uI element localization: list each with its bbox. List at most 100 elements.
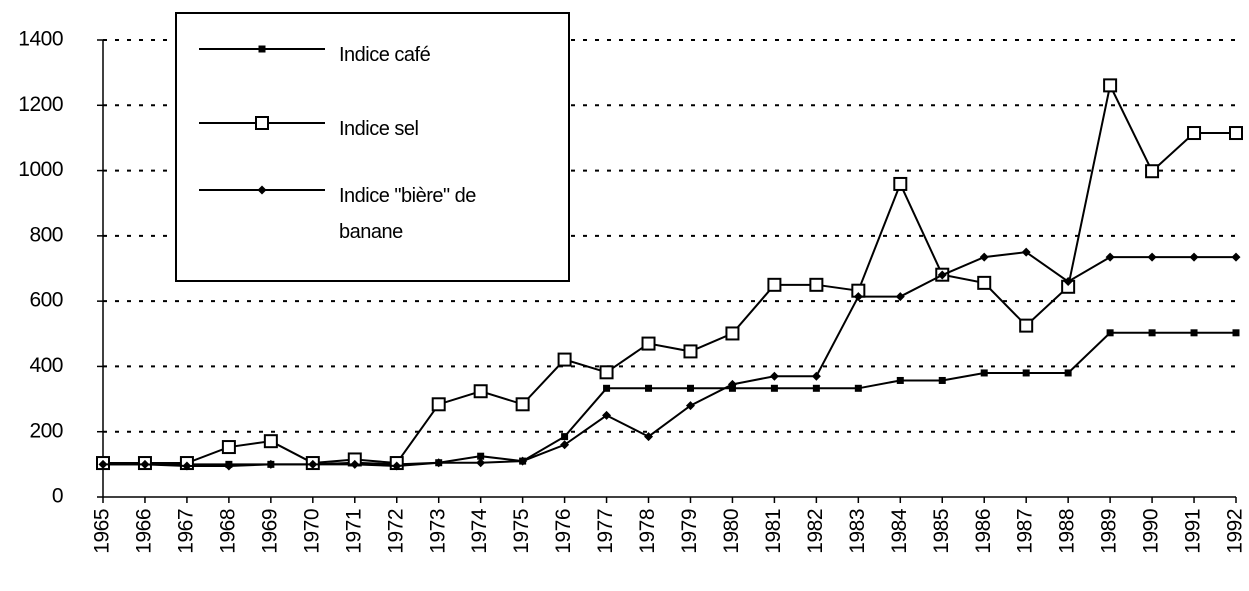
marker xyxy=(641,336,656,351)
series-line xyxy=(103,82,1236,465)
x-tick-label: 1980 xyxy=(720,509,743,554)
marker xyxy=(557,352,572,367)
marker xyxy=(937,270,947,280)
marker xyxy=(560,440,570,450)
marker xyxy=(725,326,740,341)
marker xyxy=(434,458,444,468)
marker xyxy=(1187,126,1202,141)
marker xyxy=(1148,329,1156,337)
marker xyxy=(1103,78,1118,93)
marker xyxy=(767,277,782,292)
marker xyxy=(1145,164,1160,179)
x-tick-label: 1975 xyxy=(510,509,533,554)
x-tick-label: 1966 xyxy=(133,509,156,554)
marker xyxy=(98,459,108,469)
x-tick-label: 1979 xyxy=(678,509,701,554)
x-tick-label: 1972 xyxy=(384,509,407,554)
x-tick-label: 1970 xyxy=(300,509,323,554)
y-tick-label: 1400 xyxy=(18,28,63,51)
x-tick-label: 1965 xyxy=(91,509,114,554)
x-tick-label: 1976 xyxy=(552,509,575,554)
marker xyxy=(727,379,737,389)
marker xyxy=(308,459,318,469)
y-tick-label: 600 xyxy=(29,289,63,312)
x-tick-label: 1977 xyxy=(594,509,617,554)
x-tick-label: 1986 xyxy=(972,509,995,554)
x-tick-label: 1990 xyxy=(1140,509,1163,554)
marker xyxy=(1190,329,1198,337)
marker xyxy=(854,384,862,392)
legend-swatch xyxy=(199,116,325,130)
marker xyxy=(1189,252,1199,262)
y-tick-label: 1200 xyxy=(18,93,63,116)
marker xyxy=(938,376,946,384)
x-tick-label: 1985 xyxy=(930,509,953,554)
marker xyxy=(644,432,654,442)
marker xyxy=(266,459,276,469)
marker xyxy=(518,456,528,466)
x-tick-label: 1973 xyxy=(426,509,449,554)
x-tick-label: 1971 xyxy=(342,509,365,554)
x-tick-label: 1989 xyxy=(1098,509,1121,554)
marker xyxy=(1147,252,1157,262)
marker xyxy=(980,369,988,377)
legend-label: Indice "bière" de banane xyxy=(339,185,476,243)
marker xyxy=(1229,126,1243,141)
marker xyxy=(979,252,989,262)
marker xyxy=(1232,329,1240,337)
marker xyxy=(602,410,612,420)
marker xyxy=(603,384,611,392)
marker xyxy=(1019,318,1034,333)
x-tick-label: 1969 xyxy=(258,509,281,554)
y-tick-label: 400 xyxy=(29,354,63,377)
marker xyxy=(257,185,267,195)
marker xyxy=(770,384,778,392)
marker xyxy=(221,440,236,455)
marker xyxy=(769,371,779,381)
x-tick-label: 1968 xyxy=(216,509,239,554)
marker xyxy=(476,458,486,468)
marker xyxy=(1106,329,1114,337)
legend-label: Indice sel xyxy=(339,118,419,140)
y-tick-label: 800 xyxy=(29,223,63,246)
marker xyxy=(1022,369,1030,377)
x-tick-label: 1988 xyxy=(1056,509,1079,554)
marker xyxy=(853,292,863,302)
x-tick-label: 1987 xyxy=(1014,509,1037,554)
x-tick-label: 1974 xyxy=(468,508,491,554)
marker xyxy=(263,434,278,449)
marker xyxy=(473,384,488,399)
x-tick-label: 1967 xyxy=(174,509,197,554)
marker xyxy=(812,384,820,392)
marker xyxy=(686,384,694,392)
x-tick-label: 1981 xyxy=(762,509,785,554)
marker xyxy=(685,401,695,411)
marker xyxy=(1231,252,1241,262)
x-tick-label: 1978 xyxy=(636,509,659,554)
x-tick-label: 1991 xyxy=(1182,509,1205,554)
marker xyxy=(895,292,905,302)
marker xyxy=(431,397,446,412)
marker xyxy=(224,461,234,471)
marker xyxy=(182,461,192,471)
marker xyxy=(392,461,402,471)
legend-label: Indice café xyxy=(339,44,431,66)
marker xyxy=(515,397,530,412)
marker xyxy=(477,452,485,460)
legend: Indice café Indice sel Indice "bière" de b… xyxy=(175,12,570,282)
marker xyxy=(1063,277,1073,287)
marker xyxy=(977,275,992,290)
legend-swatch xyxy=(199,45,325,53)
x-tick-label: 1992 xyxy=(1224,509,1247,554)
legend-swatch xyxy=(199,185,325,195)
marker xyxy=(896,376,904,384)
x-tick-label: 1983 xyxy=(846,509,869,554)
marker xyxy=(809,277,824,292)
marker xyxy=(258,45,266,53)
marker xyxy=(140,459,150,469)
x-tick-label: 1982 xyxy=(804,509,827,554)
marker xyxy=(255,116,269,130)
marker xyxy=(811,371,821,381)
